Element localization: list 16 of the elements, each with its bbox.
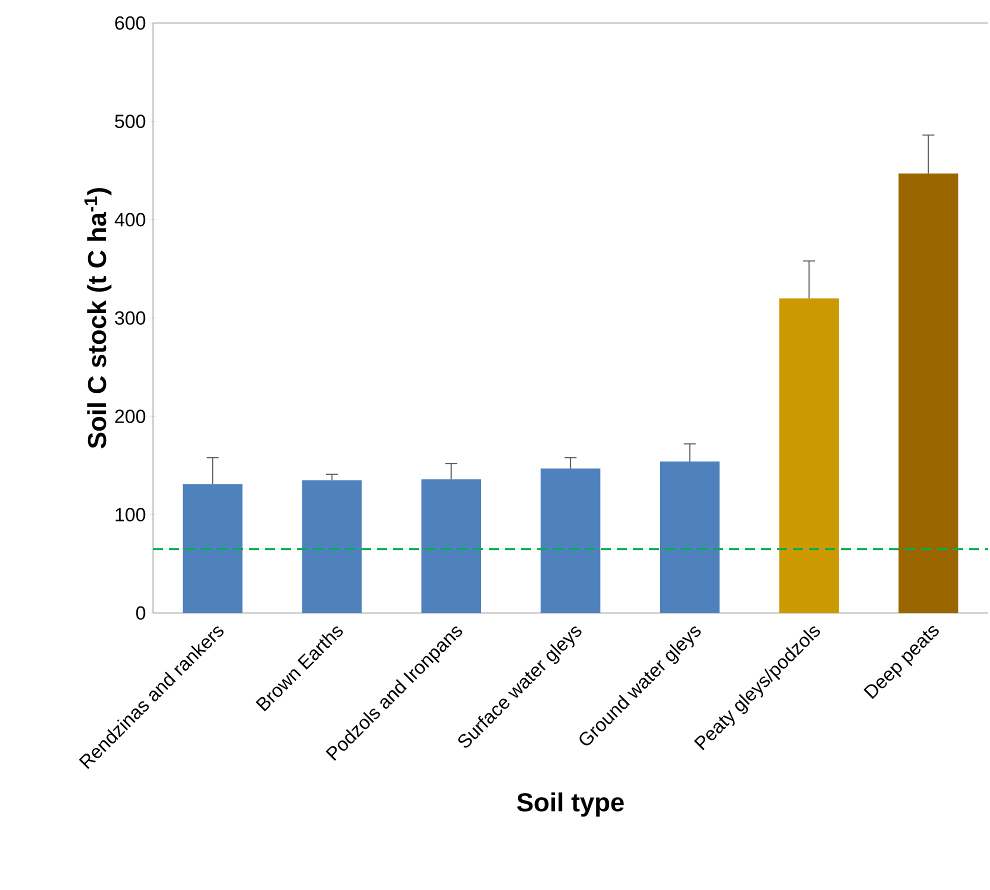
y-tick-label: 300 (114, 311, 146, 325)
bar (898, 173, 958, 613)
bar (779, 298, 839, 613)
y-tick-label: 100 (116, 508, 146, 522)
y-tick-label: 600 (115, 16, 146, 30)
y-tick-label: 400 (114, 212, 146, 226)
bar (302, 480, 362, 613)
y-tick-label: 0 (136, 606, 146, 620)
bar (660, 462, 720, 613)
bar (540, 468, 600, 613)
bar (182, 484, 242, 613)
y-tick-label: 500 (115, 114, 146, 128)
y-tick-label: 200 (115, 410, 146, 424)
x-axis-title: Soil type (517, 792, 624, 817)
y-axis-title: Soil C stock (t C ha$^{-1}$) (84, 188, 112, 448)
bar (421, 479, 482, 613)
